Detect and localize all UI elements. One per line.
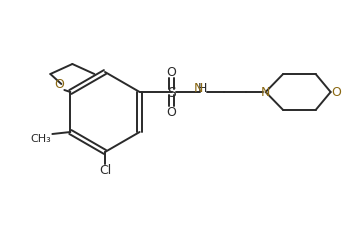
- Text: Cl: Cl: [99, 164, 111, 177]
- Text: N: N: [194, 81, 203, 94]
- Text: O: O: [167, 106, 177, 119]
- Text: O: O: [54, 78, 64, 91]
- Text: S: S: [167, 86, 176, 100]
- Text: O: O: [332, 86, 342, 99]
- Text: H: H: [198, 81, 207, 94]
- Text: O: O: [167, 66, 177, 79]
- Text: N: N: [261, 86, 270, 99]
- Text: CH₃: CH₃: [30, 134, 51, 143]
